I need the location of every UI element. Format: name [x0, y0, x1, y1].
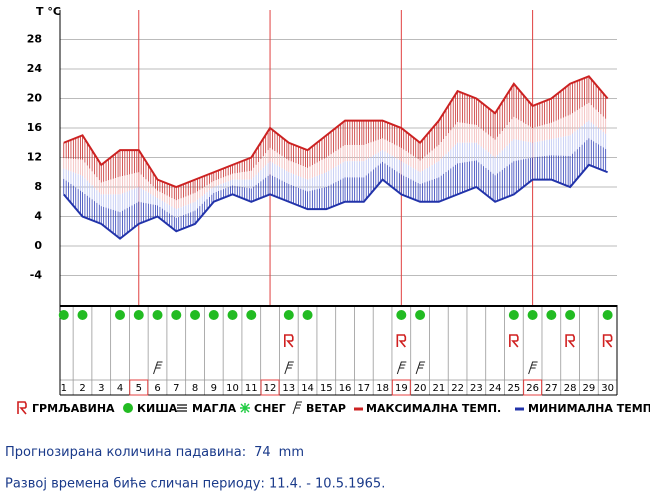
x-tick-label: 5	[136, 383, 142, 394]
legend-label: МАГЛА	[192, 402, 237, 415]
x-tick-label: 11	[245, 383, 258, 394]
rain-icon	[508, 310, 519, 320]
thunder-icon	[509, 334, 519, 348]
wind-icon	[396, 361, 407, 375]
rain-icon	[152, 310, 163, 320]
x-tick-label: 25	[507, 383, 520, 394]
x-tick-label: 4	[117, 383, 123, 394]
week-box	[260, 379, 280, 396]
rain-icon	[133, 310, 144, 320]
x-tick-label: 29	[583, 383, 596, 394]
wind-icon	[415, 361, 426, 375]
fog-icon	[177, 404, 187, 412]
period-text: Развој времена биће сличан периоду: 11.4…	[5, 477, 385, 492]
x-tick-label: 28	[564, 383, 577, 394]
wind-icon	[153, 361, 163, 375]
wind-icon	[284, 361, 294, 375]
snow-icon	[240, 403, 250, 413]
rain-icon	[123, 403, 133, 413]
wind-icon	[528, 361, 538, 375]
series-line	[62, 163, 608, 240]
y-tick-label: 24	[27, 62, 43, 75]
rain-icon	[546, 310, 557, 320]
y-tick-label: -4	[30, 269, 43, 282]
x-tick-label: 17	[357, 383, 370, 394]
y-tick-label: 16	[27, 121, 43, 134]
rain-icon	[246, 310, 257, 320]
thunder-icon	[284, 334, 294, 348]
thunder-icon	[565, 334, 575, 348]
week-box	[129, 379, 149, 396]
rain-icon	[302, 310, 313, 320]
x-tick-label: 13	[282, 383, 295, 394]
legend-label: КИША	[137, 402, 178, 415]
rain-icon	[227, 310, 238, 320]
y-tick-label: 4	[34, 210, 42, 223]
x-tick-label: 20	[414, 383, 427, 394]
week-box	[391, 379, 411, 396]
x-tick-label: 16	[339, 383, 352, 394]
rain-icon	[190, 310, 201, 320]
rain-icon	[565, 310, 576, 320]
wind-icon	[292, 401, 302, 415]
y-tick-label: 8	[34, 180, 42, 193]
x-tick-label: 21	[432, 383, 445, 394]
thunder-icon	[17, 401, 27, 415]
legend-label: СНЕГ	[254, 402, 286, 415]
x-tick-label: 19	[395, 383, 408, 394]
thunder-icon	[396, 334, 407, 348]
precipitation-text: Прогнозирана количина падавина: 74 mm	[5, 445, 304, 460]
legend-label: ВЕТАР	[306, 402, 346, 415]
rain-icon	[415, 310, 426, 320]
y-axis-label: T °C	[36, 5, 61, 18]
x-tick-label: 30	[601, 383, 614, 394]
rain-icon	[208, 310, 219, 320]
thunder-icon	[602, 334, 613, 348]
series-line	[63, 75, 609, 189]
x-tick-label: 6	[154, 383, 160, 394]
rain-icon	[77, 310, 88, 320]
rain-icon	[396, 310, 407, 320]
legend-label: МИНИМАЛНА ТЕМП.	[528, 402, 650, 415]
y-tick-label: 12	[27, 151, 42, 164]
x-tick-label: 22	[451, 383, 464, 394]
y-tick-label: 28	[27, 33, 42, 46]
y-tick-label: 20	[27, 92, 43, 105]
legend-label: МАКСИМАЛНА ТЕМП.	[366, 402, 501, 415]
x-tick-label: 18	[376, 383, 389, 394]
x-tick-label: 24	[489, 383, 502, 394]
rain-icon	[602, 310, 613, 320]
rain-icon	[171, 310, 182, 320]
x-tick-label: 23	[470, 383, 483, 394]
x-tick-label: 26	[526, 383, 539, 394]
x-tick-label: 7	[173, 383, 179, 394]
precipitation-value: 74	[254, 445, 271, 460]
x-tick-label: 8	[192, 383, 198, 394]
x-tick-label: 10	[226, 383, 239, 394]
x-tick-label: 1	[61, 383, 67, 394]
rain-icon	[283, 310, 294, 320]
x-tick-label: 15	[320, 383, 333, 394]
rain-icon	[115, 310, 126, 320]
rain-icon	[58, 310, 69, 320]
x-tick-label: 12	[264, 383, 277, 394]
week-box	[523, 379, 543, 396]
y-tick-label: 0	[34, 239, 42, 252]
x-tick-label: 3	[98, 383, 104, 394]
rain-icon	[527, 310, 538, 320]
legend-label: ГРМЉАВИНА	[32, 402, 115, 415]
x-tick-label: 9	[211, 383, 217, 394]
x-tick-label: 14	[301, 383, 314, 394]
precipitation-unit: mm	[279, 445, 304, 460]
x-tick-label: 2	[79, 383, 85, 394]
x-tick-label: 27	[545, 383, 558, 394]
precipitation-label: Прогнозирана количина падавина:	[5, 445, 246, 460]
